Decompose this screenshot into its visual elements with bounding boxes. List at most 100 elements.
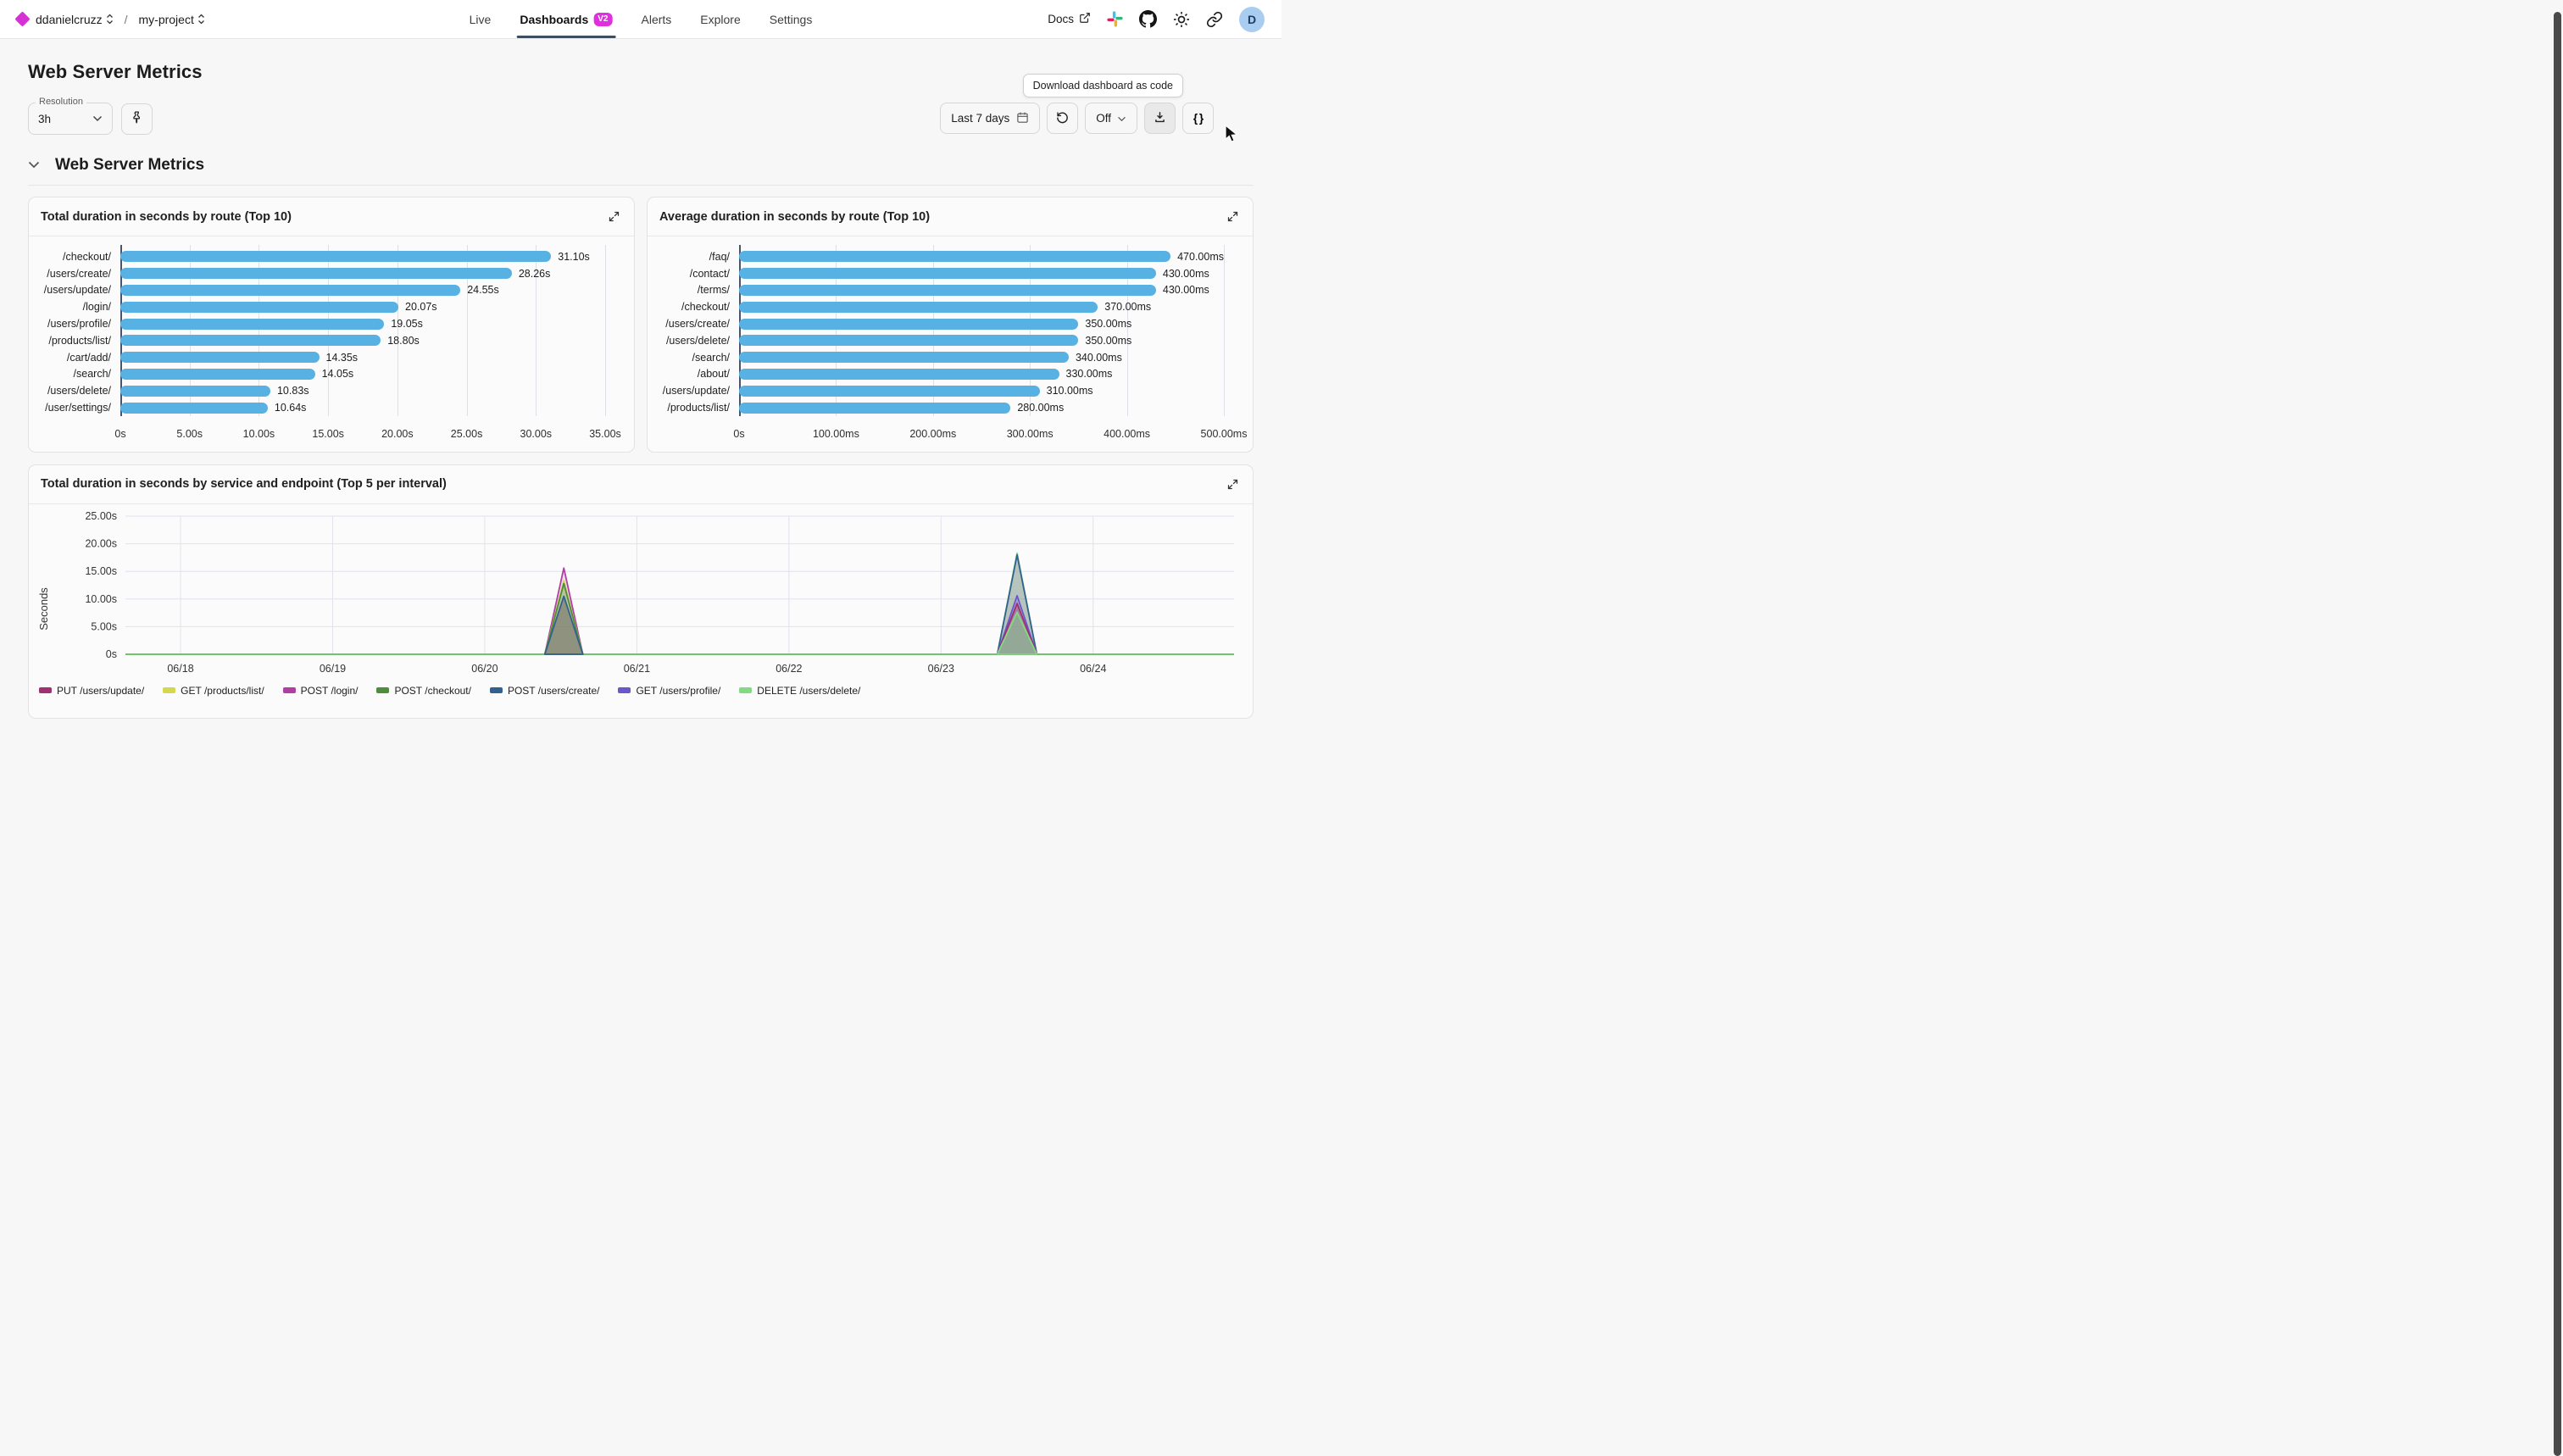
x-tick-label: 15.00s xyxy=(312,427,344,440)
x-tick-label: 400.00ms xyxy=(1104,427,1151,440)
bar[interactable] xyxy=(739,385,1040,397)
bar[interactable] xyxy=(120,385,270,397)
bar[interactable] xyxy=(739,251,1171,263)
bar[interactable] xyxy=(120,301,398,313)
bar[interactable] xyxy=(120,251,552,263)
x-tick-label: 200.00ms xyxy=(909,427,957,440)
bar-category-label: /users/update/ xyxy=(43,284,111,297)
tab-explore[interactable]: Explore xyxy=(700,0,740,38)
legend-swatch xyxy=(282,687,296,694)
tab-settings[interactable]: Settings xyxy=(770,0,813,38)
gridline xyxy=(1224,245,1225,416)
legend-item[interactable]: POST /login/ xyxy=(282,685,358,697)
bar-row: /about/330.00ms xyxy=(648,366,1253,383)
bar[interactable] xyxy=(739,318,1079,330)
y-axis-line xyxy=(120,245,122,416)
bar-row: /user/settings/10.64s xyxy=(29,399,634,416)
project-selector[interactable]: my-project xyxy=(139,13,205,26)
bar[interactable] xyxy=(120,402,268,414)
docs-link[interactable]: Docs xyxy=(1048,12,1091,26)
time-range-button[interactable]: Last 7 days xyxy=(940,103,1041,134)
bar-row: /faq/470.00ms xyxy=(648,248,1253,265)
legend-item[interactable]: PUT /users/update/ xyxy=(39,685,144,697)
share-link-icon[interactable] xyxy=(1206,11,1223,28)
legend-item[interactable]: POST /checkout/ xyxy=(376,685,471,697)
expand-panel-icon[interactable] xyxy=(1225,208,1241,225)
bar[interactable] xyxy=(739,402,1011,414)
bar[interactable] xyxy=(739,352,1069,364)
bar-row: /products/list/280.00ms xyxy=(648,399,1253,416)
legend-swatch xyxy=(163,687,176,694)
panel-average-duration-by-route: Average duration in seconds by route (To… xyxy=(647,197,1254,453)
bar-track: 10.83s xyxy=(120,385,605,397)
pin-resolution-button[interactable] xyxy=(121,103,153,135)
bar[interactable] xyxy=(120,318,385,330)
series-spike-delete--users-delete-[interactable] xyxy=(996,611,1038,655)
slack-icon[interactable] xyxy=(1107,11,1123,27)
panel-title: Total duration in seconds by route (Top … xyxy=(41,209,292,224)
avatar[interactable]: D xyxy=(1239,6,1265,32)
legend-item[interactable]: GET /users/profile/ xyxy=(618,685,720,697)
section-header[interactable]: Web Server Metrics xyxy=(28,156,1254,186)
x-tick-label: 35.00s xyxy=(589,427,621,440)
auto-refresh-select[interactable]: Off xyxy=(1085,103,1137,134)
bar-track: 310.00ms xyxy=(739,385,1224,397)
time-range-value: Last 7 days xyxy=(951,112,1010,125)
bar[interactable] xyxy=(739,335,1079,347)
tab-label: Live xyxy=(469,12,492,26)
bar-track: 14.05s xyxy=(120,368,605,380)
bar-category-label: /user/settings/ xyxy=(45,402,111,414)
bar[interactable] xyxy=(120,368,315,380)
bar-row: /cart/add/14.35s xyxy=(29,349,634,366)
bar[interactable] xyxy=(120,335,381,347)
gridline xyxy=(836,245,837,416)
legend-label: PUT /users/update/ xyxy=(57,684,145,697)
bar[interactable] xyxy=(120,284,461,296)
bar[interactable] xyxy=(120,352,320,364)
breadcrumb: ddanielcruzz / my-project xyxy=(14,11,205,27)
topbar-actions: Docs D xyxy=(1048,6,1265,32)
timeseries-svg: 0s 5.00s 10.00s 15.00s 20.00s 25.00s 06/18 06/1… xyxy=(37,510,1234,675)
bar-track: 20.07s xyxy=(120,301,605,313)
gridline xyxy=(1126,245,1128,416)
bar-row: /users/delete/350.00ms xyxy=(648,332,1253,349)
tab-dashboards[interactable]: Dashboards V2 xyxy=(516,0,616,38)
legend-item[interactable]: POST /users/create/ xyxy=(489,685,599,697)
x-axis-ticks: 0s 5.00s 10.00s 15.00s 20.00s 25.00s 30.00s 35.… xyxy=(114,423,620,443)
tab-live[interactable]: Live xyxy=(470,0,492,38)
bar-category-label: /checkout/ xyxy=(63,250,111,263)
theme-sun-icon[interactable] xyxy=(1173,11,1190,28)
series-spike-post--users-create-[interactable] xyxy=(543,595,584,655)
github-icon[interactable] xyxy=(1139,10,1157,28)
vertical-scrollbar[interactable] xyxy=(2554,12,2561,1456)
legend-item[interactable]: GET /products/list/ xyxy=(163,685,264,697)
org-selector[interactable]: ddanielcruzz xyxy=(36,13,114,26)
refresh-button[interactable] xyxy=(1047,103,1079,134)
bar-value-label: 20.07s xyxy=(405,301,437,314)
download-tooltip: Download dashboard as code xyxy=(1022,74,1183,97)
x-tick-label: 06/21 xyxy=(624,663,650,675)
bar[interactable] xyxy=(739,284,1156,296)
legend-item[interactable]: DELETE /users/delete/ xyxy=(739,685,860,697)
resolution-select[interactable]: Resolution 3h xyxy=(28,97,113,135)
expand-panel-icon[interactable] xyxy=(1225,476,1241,492)
edit-json-button[interactable]: { } xyxy=(1182,103,1214,134)
bar-row: /users/delete/10.83s xyxy=(29,382,634,399)
y-tick-label: 5.00s xyxy=(91,620,117,632)
v2-badge: V2 xyxy=(593,12,613,26)
bar[interactable] xyxy=(120,268,512,280)
tab-alerts[interactable]: Alerts xyxy=(641,0,671,38)
expand-panel-icon[interactable] xyxy=(606,208,622,225)
panel-title: Average duration in seconds by route (To… xyxy=(659,209,931,224)
bar[interactable] xyxy=(739,268,1156,280)
bar-value-label: 31.10s xyxy=(558,250,590,263)
bar-value-label: 470.00ms xyxy=(1177,250,1224,263)
bar[interactable] xyxy=(739,301,1098,313)
y-tick-label: 15.00s xyxy=(85,565,117,577)
bar-chart-total-duration: /checkout/31.10s/users/create/28.26s/use… xyxy=(29,236,634,452)
bar-track: 28.26s xyxy=(120,268,605,280)
app-logo-icon[interactable] xyxy=(14,11,31,27)
download-dashboard-button[interactable] xyxy=(1144,103,1176,134)
bar-track: 18.80s xyxy=(120,335,605,347)
bar[interactable] xyxy=(739,368,1059,380)
